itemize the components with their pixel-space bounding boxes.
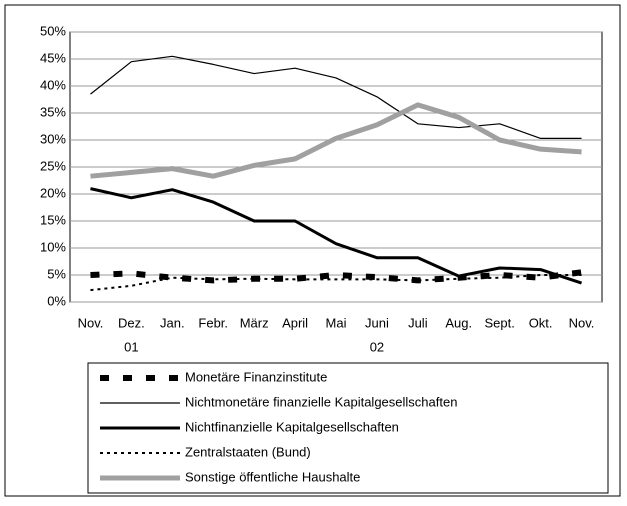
x-tick-label: April [282,315,308,330]
y-tick-label: 0% [47,293,66,308]
x-year-label: 02 [370,339,384,354]
x-tick-label: Juni [365,315,389,330]
legend-label: Monetäre Finanzinstitute [185,369,327,384]
x-tick-label: Okt. [529,315,553,330]
y-tick-label: 10% [40,239,66,254]
legend-label: Nichtfinanzielle Kapitalgesellschaften [185,419,399,434]
x-year-label: 01 [124,339,138,354]
x-tick-label: Jan. [160,315,185,330]
series-line [90,102,582,179]
x-tick-label: Nov. [569,315,595,330]
y-tick-label: 5% [47,266,66,281]
y-tick-label: 35% [40,104,66,119]
y-tick-label: 15% [40,212,66,227]
y-tick-label: 40% [40,77,66,92]
x-tick-label: Nov. [78,315,104,330]
y-tick-label: 30% [40,131,66,146]
x-tick-label: Dez. [118,315,145,330]
legend-label: Nichtmonetäre finanzielle Kapitalgesells… [185,394,457,409]
x-tick-label: Aug. [445,315,472,330]
legend-label: Sonstige öffentliche Haushalte [185,469,360,484]
y-tick-label: 20% [40,185,66,200]
x-tick-label: Juli [408,315,428,330]
series-line [90,274,582,292]
x-tick-label: Sept. [485,315,515,330]
x-tick-label: Mai [326,315,347,330]
y-tick-label: 50% [40,23,66,38]
series-line [90,55,582,139]
x-tick-label: März [240,315,269,330]
y-tick-label: 25% [40,158,66,173]
series-line [90,187,583,285]
legend-label: Zentralstaaten (Bund) [185,444,311,459]
x-tick-label: Febr. [198,315,228,330]
y-tick-label: 45% [40,50,66,65]
